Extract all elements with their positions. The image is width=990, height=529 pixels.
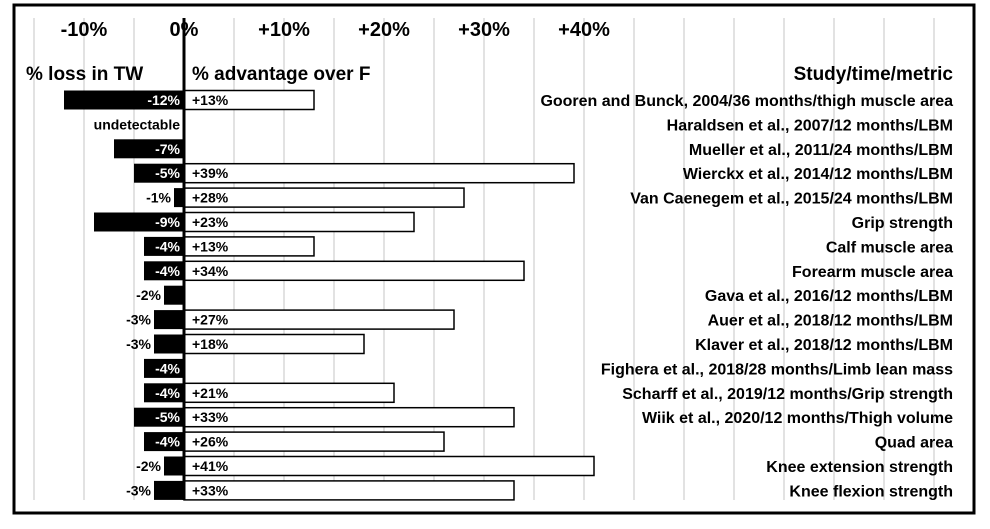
- loss-value-label: -4%: [155, 360, 180, 376]
- loss-value-label: -2%: [136, 458, 161, 474]
- header-loss-in-tw: % loss in TW: [26, 64, 143, 85]
- loss-bar: [154, 480, 184, 500]
- loss-value-label: -5%: [155, 409, 180, 425]
- category-label: Knee extension strength: [766, 459, 953, 476]
- advantage-bar: [183, 406, 515, 428]
- advantage-value-label: +18%: [192, 336, 229, 352]
- x-tick-label: +10%: [258, 19, 310, 41]
- loss-value-label: -7%: [155, 141, 180, 157]
- category-label: Calf muscle area: [826, 239, 953, 256]
- advantage-value-label: +39%: [192, 165, 229, 181]
- category-label: Wiik et al., 2020/12 months/Thigh volume: [642, 410, 953, 427]
- loss-bar: [114, 139, 184, 159]
- category-label: Grip strength: [852, 215, 953, 232]
- bars: [64, 89, 595, 501]
- loss-value-label: undetectable: [94, 116, 181, 132]
- advantage-value-label: +33%: [192, 409, 229, 425]
- advantage-value-label: +26%: [192, 434, 229, 450]
- advantage-value-label: +34%: [192, 263, 229, 279]
- category-label: Mueller et al., 2011/24 months/LBM: [689, 142, 953, 159]
- loss-bar: [64, 90, 184, 110]
- loss-value-label: -4%: [155, 434, 180, 450]
- category-label: Haraldsen et al., 2007/12 months/LBM: [667, 117, 953, 134]
- loss-value-label: -5%: [155, 165, 180, 181]
- loss-value-label: -1%: [146, 190, 171, 206]
- category-label: Wierckx et al., 2014/12 months/LBM: [683, 166, 953, 183]
- loss-bar: [154, 310, 184, 330]
- chart-frame: [12, 3, 976, 515]
- loss-bar: [134, 163, 184, 183]
- loss-value-label: -12%: [147, 92, 180, 108]
- loss-bar: [154, 334, 184, 354]
- loss-bar: [144, 383, 184, 403]
- advantage-value-label: +21%: [192, 385, 229, 401]
- advantage-value-label: +28%: [192, 190, 229, 206]
- category-label: Knee flexion strength: [789, 483, 953, 500]
- loss-bar: [144, 358, 184, 378]
- loss-value-label: -2%: [136, 287, 161, 303]
- category-label: Van Caenegem et al., 2015/24 months/LBM: [630, 191, 953, 208]
- advantage-value-label: +13%: [192, 92, 229, 108]
- loss-bar: [174, 188, 184, 208]
- loss-bar: [144, 432, 184, 452]
- category-label: Fighera et al., 2018/28 months/Limb lean…: [601, 361, 953, 378]
- loss-bar: [164, 285, 184, 305]
- loss-bar: [94, 212, 184, 232]
- x-axis-tick-labels: -10%0%+10%+20%+30%+40%: [61, 19, 610, 41]
- loss-value-label: -3%: [126, 482, 151, 498]
- advantage-value-label: +41%: [192, 458, 229, 474]
- loss-value-label: -9%: [155, 214, 180, 230]
- header-study-metric: Study/time/metric: [794, 64, 954, 85]
- category-label: Auer et al., 2018/12 months/LBM: [708, 313, 953, 330]
- category-label: Forearm muscle area: [792, 264, 953, 281]
- row-labels: -12% +13% Gooren and Bunck, 2004/36 months…: [94, 92, 953, 500]
- category-label: Scharff et al., 2019/12 months/Grip stre…: [622, 386, 953, 403]
- x-tick-label: +40%: [558, 19, 610, 41]
- loss-bar: [144, 261, 184, 281]
- advantage-bar: [183, 455, 595, 477]
- loss-bar: [144, 236, 184, 256]
- loss-value-label: -4%: [155, 238, 180, 254]
- loss-value-label: -3%: [126, 336, 151, 352]
- loss-value-label: -3%: [126, 312, 151, 328]
- loss-value-label: -4%: [155, 263, 180, 279]
- header-advantage-over-f: % advantage over F: [192, 64, 370, 85]
- loss-bar: [164, 456, 184, 476]
- category-label: Quad area: [875, 435, 953, 452]
- x-tick-label: +20%: [358, 19, 410, 41]
- advantage-value-label: +23%: [192, 214, 229, 230]
- category-label: Klaver et al., 2018/12 months/LBM: [695, 337, 953, 354]
- advantage-bar: [183, 260, 525, 282]
- x-tick-label: +30%: [458, 19, 510, 41]
- advantage-value-label: +27%: [192, 312, 229, 328]
- x-tick-label: -10%: [61, 19, 108, 41]
- category-label: Gava et al., 2016/12 months/LBM: [705, 288, 953, 305]
- category-label: Gooren and Bunck, 2004/36 months/thigh m…: [540, 93, 953, 110]
- advantage-value-label: +33%: [192, 482, 229, 498]
- advantage-bar: [183, 162, 575, 184]
- loss-bar: [134, 407, 184, 427]
- advantage-value-label: +13%: [192, 238, 229, 254]
- loss-value-label: -4%: [155, 385, 180, 401]
- advantage-bar: [183, 480, 515, 501]
